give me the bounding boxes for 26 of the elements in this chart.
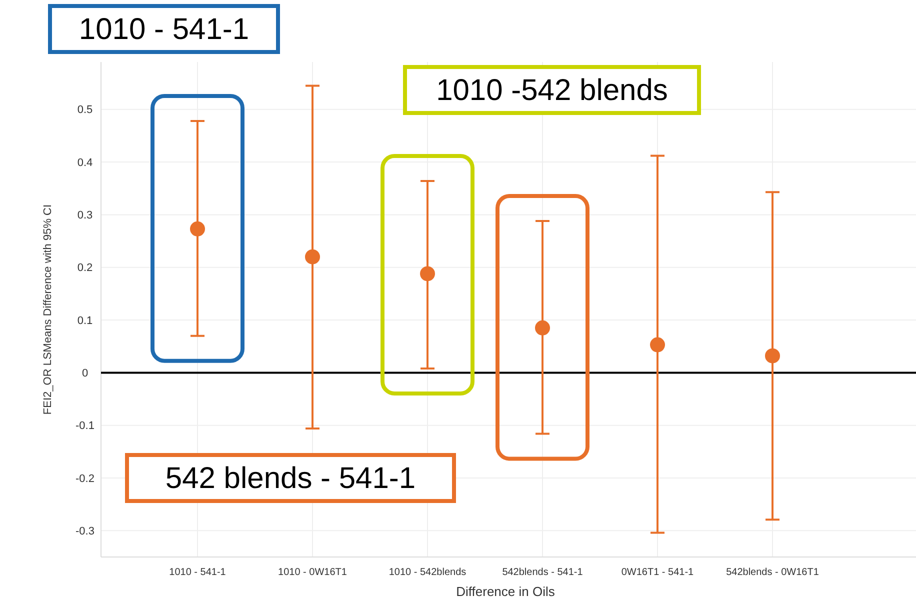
x-tick-label: 542blends - 0W16T1: [726, 567, 820, 578]
y-tick-label: 0: [82, 368, 88, 380]
annotation: 1010 -542 blends: [436, 74, 668, 107]
point: [190, 221, 205, 236]
point: [765, 348, 780, 364]
point: [420, 266, 435, 282]
y-tick-label: 0.3: [77, 210, 93, 222]
y-tick-label: 0.2: [77, 262, 93, 274]
y-tick-label: 0.5: [77, 104, 93, 116]
y-tick-label: 0.1: [77, 314, 93, 327]
y-tick-label: -0.1: [76, 420, 94, 432]
point: [535, 320, 550, 336]
y-tick-label: 0.4: [77, 156, 93, 169]
x-tick-label: 542blends - 541-1: [502, 567, 584, 578]
text: 1010 - 541-1: [78, 13, 250, 46]
x-axis-title: Difference in Oils: [456, 584, 556, 599]
y-tick-label: -0.2: [76, 472, 94, 485]
x-tick-label: 1010 - 542blends: [388, 567, 466, 578]
y-axis-title: FEI2_OR LSMeans Difference with 95% CI: [42, 204, 54, 415]
x-tick-label: 0W16T1 - 541-1: [621, 567, 694, 578]
point: [650, 337, 665, 352]
x-tick-label: 1010 - 0W16T1: [278, 567, 348, 578]
y-tick-label: -0.3: [76, 526, 94, 538]
point: [305, 249, 320, 264]
x-tick-label: 1010 - 541-1: [169, 567, 226, 578]
annotation: 542 blends - 541-1: [165, 462, 416, 495]
